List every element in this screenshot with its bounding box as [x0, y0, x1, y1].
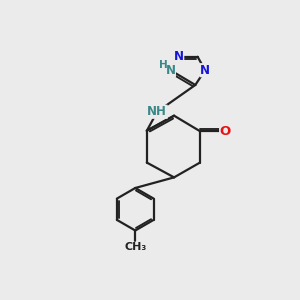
Text: CH₃: CH₃ [124, 242, 146, 252]
Text: N: N [165, 64, 176, 77]
Text: N: N [174, 50, 184, 63]
Text: NH: NH [147, 105, 167, 118]
Text: N: N [200, 64, 210, 77]
Text: H: H [159, 60, 167, 70]
Text: O: O [220, 125, 231, 138]
